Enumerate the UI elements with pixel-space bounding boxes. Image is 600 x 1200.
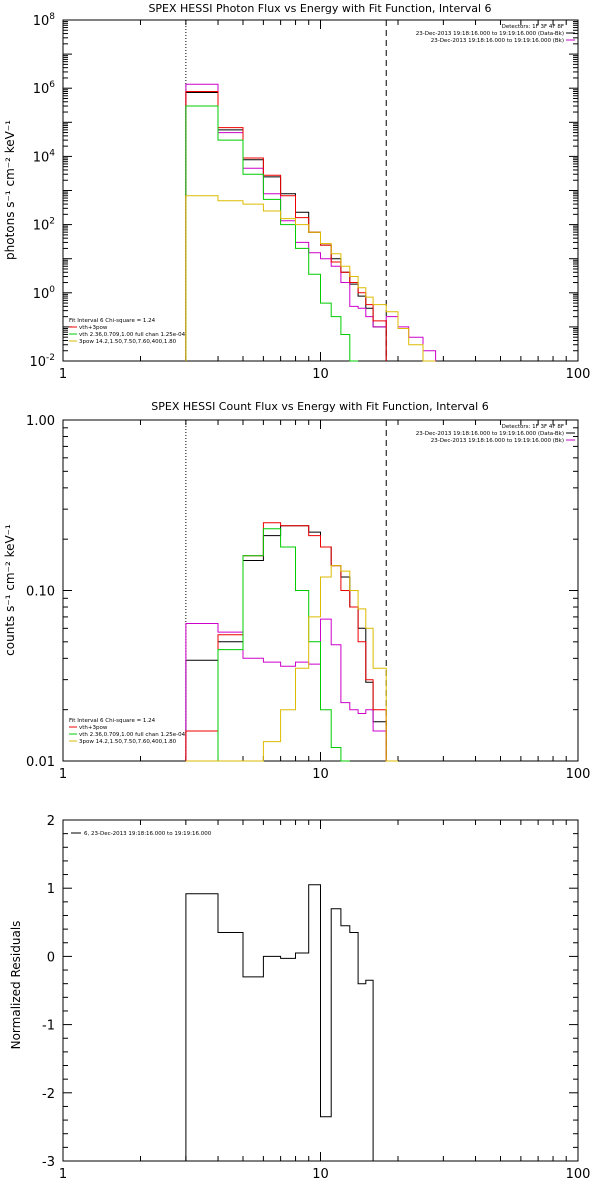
y-tick-label: 102 (33, 217, 55, 234)
photon-marks: 1 10 100 10-2 100 102 104 106 108 Detectors: 1F 3… (29, 12, 590, 382)
legend-entry: vth+3pow (79, 725, 108, 731)
count-marks: 1 10 100 0.01 0.10 1.00 Detectors: 1F 3F 4F 8F… (26, 414, 590, 782)
x-tick-label: 100 (566, 1167, 591, 1182)
legend-entry: 23-Dec-2013 19:18:16.000 to 19:19:16.000… (431, 438, 564, 444)
y-tick-label: -2 (42, 1087, 55, 1102)
legend-entry: 6, 23-Dec-2013 19:18:16.000 to 19:19:16.… (84, 831, 212, 837)
legend-entry: Fit Interval 6 Chi-square = 1.24 (69, 718, 156, 724)
y-tick-label: -3 (42, 1155, 55, 1170)
x-tick-label: 100 (566, 367, 591, 382)
y-tick-label: -1 (42, 1019, 55, 1034)
residuals-ylabel: Normalized Residuals (9, 921, 23, 1050)
series-6-23-dec-2013-19-18-16-000-to-19-19-16-000 (185, 884, 387, 1162)
legend-entry: vth 2.36,0.709,1.00 full chan 1.25e-04 (79, 332, 186, 338)
y-tick-label: 106 (33, 80, 56, 97)
count-flux-ylabel: counts s⁻¹ cm⁻² keV⁻¹ (3, 524, 17, 656)
photon-flux-ylabel: photons s⁻¹ cm⁻² keV⁻¹ (3, 120, 17, 260)
y-tick-label: 2 (47, 814, 55, 829)
series-3pow (185, 195, 436, 362)
series-3pow (185, 565, 398, 762)
x-tick-label: 10 (312, 367, 329, 382)
x-tick-label: 10 (312, 1167, 329, 1182)
series-vth (185, 105, 359, 362)
x-tick-label: 10 (312, 767, 329, 782)
x-tick-label: 1 (59, 367, 67, 382)
y-tick-label: 104 (33, 148, 56, 165)
y-tick-label: 10-2 (29, 353, 55, 370)
legend-entry: Detectors: 1F 3F 4F 8F (502, 24, 564, 30)
legend-entry: 23-Dec-2013 19:18:16.000 to 19:19:16.000… (416, 431, 564, 437)
y-tick-label: 1 (47, 882, 55, 897)
x-tick-label: 100 (566, 767, 591, 782)
count-flux-title: SPEX HESSI Count Flux vs Energy with Fit… (151, 400, 488, 413)
x-tick-label: 1 (59, 1167, 67, 1182)
resid-marks: 1 10 100 -3 -2 -1 0 1 2 6, 23-Dec-2013 19:18:16.0… (42, 814, 590, 1182)
legend-entry: 23-Dec-2013 19:18:16.000 to 19:19:16.000… (416, 31, 564, 37)
photon-flux-title: SPEX HESSI Photon Flux vs Energy with Fi… (148, 2, 491, 15)
legend-entry: vth+3pow (79, 325, 108, 331)
y-tick-label: 0.01 (26, 755, 55, 770)
legend-entry: Detectors: 1F 3F 4F 8F (502, 424, 564, 430)
legend-entry: 23-Dec-2013 19:18:16.000 to 19:19:16.000… (431, 38, 564, 44)
y-tick-label: 108 (33, 12, 56, 29)
x-tick-label: 1 (59, 767, 67, 782)
y-tick-label: 0 (47, 950, 55, 965)
series-vth (185, 528, 350, 762)
legend-entry: 3pow 14.2,1.50,7.50,7.60,400,1.80 (79, 339, 177, 345)
y-tick-label: 100 (33, 285, 56, 302)
legend-entry: vth 2.36,0.709,1.00 full chan 1.25e-04 (79, 732, 186, 738)
series-bk (185, 618, 398, 762)
y-tick-label: 0.10 (26, 585, 55, 600)
legend-entry: Fit Interval 6 Chi-square = 1.24 (69, 318, 156, 324)
y-tick-label: 1.00 (26, 414, 55, 429)
legend-entry: 3pow 14.2,1.50,7.50,7.60,400,1.80 (79, 739, 177, 745)
